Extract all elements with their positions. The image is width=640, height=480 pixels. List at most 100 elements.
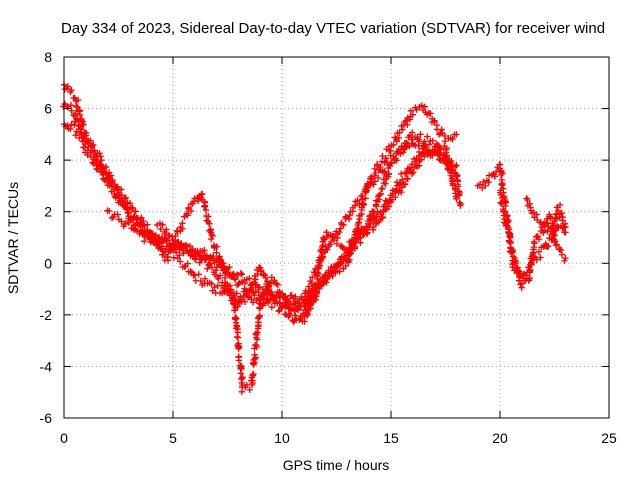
data-point <box>265 283 273 290</box>
data-point <box>179 219 186 227</box>
data-point <box>330 236 338 244</box>
data-point <box>197 256 204 263</box>
data-point <box>396 181 403 188</box>
data-point <box>552 242 560 249</box>
data-point <box>382 155 390 162</box>
data-point <box>376 166 383 174</box>
data-point <box>456 199 463 206</box>
y-tick-label: -4 <box>40 358 53 374</box>
data-point <box>342 256 350 263</box>
data-point <box>438 126 445 133</box>
data-point <box>206 220 213 228</box>
data-point <box>144 221 151 228</box>
data-point <box>211 284 218 291</box>
data-point <box>231 275 238 282</box>
data-point <box>374 174 382 182</box>
x-tick-label: 15 <box>383 430 399 446</box>
data-point <box>225 287 233 295</box>
data-point <box>214 282 222 289</box>
data-point <box>177 258 184 265</box>
data-point <box>211 259 218 266</box>
data-point <box>191 271 198 279</box>
data-point <box>292 293 299 300</box>
data-point <box>235 280 242 288</box>
data-point <box>381 168 388 175</box>
data-point <box>516 272 523 280</box>
data-point <box>250 359 257 366</box>
data-point <box>319 280 327 287</box>
data-point <box>371 172 378 180</box>
data-point <box>323 228 330 236</box>
series-track-h <box>523 195 569 238</box>
data-point <box>535 235 543 243</box>
data-point <box>444 160 451 168</box>
data-point <box>215 275 222 283</box>
data-point <box>251 351 258 359</box>
data-point <box>499 181 506 189</box>
data-point <box>126 200 134 207</box>
data-point <box>252 276 259 283</box>
data-point <box>271 277 278 284</box>
data-point <box>509 249 516 256</box>
data-point <box>345 215 353 223</box>
data-point <box>304 295 311 303</box>
data-point <box>382 206 389 213</box>
data-point <box>159 245 167 252</box>
data-point <box>161 230 169 238</box>
y-tick-label: 2 <box>44 204 52 220</box>
data-point <box>169 246 176 253</box>
data-point <box>358 210 365 218</box>
data-point <box>409 111 416 118</box>
data-point <box>435 131 443 138</box>
data-point <box>237 370 245 377</box>
data-point <box>201 247 208 254</box>
data-point <box>256 296 264 303</box>
series-track-e <box>153 142 456 315</box>
data-point <box>227 286 234 293</box>
data-point <box>198 190 206 198</box>
data-point <box>497 199 504 206</box>
data-point <box>285 297 293 305</box>
data-point <box>246 386 253 394</box>
data-point <box>559 217 566 224</box>
data-point <box>370 223 377 231</box>
x-axis-label: GPS time / hours <box>283 457 390 473</box>
data-point <box>106 173 113 180</box>
data-point <box>337 225 344 232</box>
data-point <box>293 316 300 323</box>
data-point <box>401 181 409 188</box>
data-point <box>237 270 245 277</box>
data-point <box>409 169 417 176</box>
data-point <box>550 222 557 229</box>
data-point <box>114 211 121 218</box>
data-point <box>333 240 341 248</box>
data-point <box>195 271 203 278</box>
data-point <box>392 193 399 201</box>
data-point <box>105 177 112 185</box>
data-point <box>118 218 125 225</box>
data-point <box>276 306 283 314</box>
data-point <box>89 148 96 155</box>
data-point <box>340 221 347 229</box>
data-point <box>556 201 564 209</box>
data-point <box>359 200 367 207</box>
data-point <box>362 195 369 202</box>
data-point <box>276 289 284 297</box>
data-point <box>255 321 262 329</box>
data-point <box>531 240 538 247</box>
data-point <box>254 270 261 278</box>
data-point <box>398 184 405 191</box>
data-point <box>163 226 170 233</box>
data-point <box>315 265 323 272</box>
data-point <box>540 220 547 228</box>
data-point <box>141 222 148 230</box>
data-point <box>485 179 492 186</box>
data-point <box>184 212 191 219</box>
data-point <box>379 152 386 160</box>
data-point <box>561 220 569 228</box>
data-point <box>505 228 512 236</box>
data-point <box>68 107 75 114</box>
data-point <box>499 194 506 202</box>
data-point <box>76 107 83 114</box>
